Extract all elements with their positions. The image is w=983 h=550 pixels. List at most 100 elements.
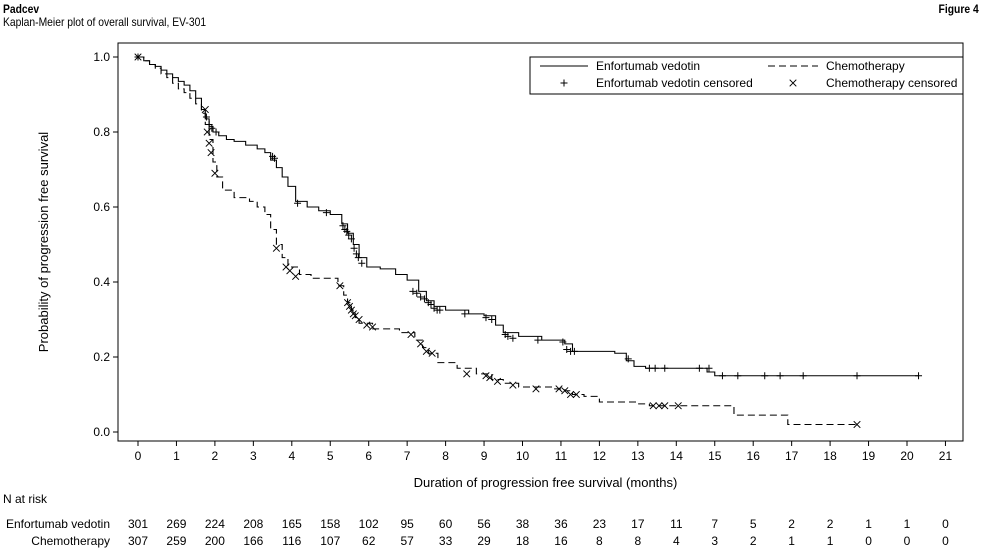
x-tick-label: 7	[404, 449, 411, 463]
censor-mark-plus	[322, 209, 330, 217]
risk-count: 8	[635, 534, 642, 548]
x-axis-label: Duration of progression free survival (m…	[414, 475, 678, 490]
risk-count: 0	[904, 534, 911, 548]
x-tick-label: 4	[288, 449, 295, 463]
censor-mark-cross	[532, 385, 540, 393]
y-tick-label: 0.2	[93, 350, 110, 364]
y-tick-label: 0.8	[93, 125, 110, 139]
censor-mark-cross	[509, 381, 517, 389]
y-tick-label: 0.6	[93, 200, 110, 214]
survival-step-line	[138, 56, 858, 426]
risk-count: 7	[711, 517, 718, 531]
risk-table-title: N at risk	[3, 492, 48, 506]
y-tick-label: 1.0	[93, 50, 110, 64]
risk-count: 102	[359, 517, 379, 531]
censor-mark-plus	[413, 289, 421, 297]
x-tick-label: 16	[747, 449, 761, 463]
x-tick-label: 6	[365, 449, 372, 463]
x-tick-label: 8	[442, 449, 449, 463]
risk-count: 0	[865, 534, 872, 548]
censor-mark-plus	[915, 372, 923, 380]
risk-count: 166	[243, 534, 263, 548]
risk-count: 224	[205, 517, 225, 531]
series-enfortumab-vedotin	[134, 53, 923, 380]
censor-mark-plus	[358, 259, 366, 267]
risk-count: 208	[243, 517, 263, 531]
figure-label: Figure 4	[938, 2, 979, 16]
censor-mark-plus	[430, 304, 438, 312]
censor-mark-plus	[570, 347, 578, 355]
censor-mark-plus	[761, 372, 769, 380]
risk-count: 301	[128, 517, 148, 531]
censor-mark-plus	[347, 235, 355, 243]
legend-item: Chemotherapy censored	[789, 76, 957, 90]
censor-mark-cross	[555, 385, 563, 393]
censor-mark-plus	[624, 355, 632, 363]
risk-count: 56	[477, 517, 491, 531]
censor-mark-plus	[212, 128, 220, 136]
x-tick-label: 1	[173, 449, 180, 463]
risk-count: 2	[750, 534, 757, 548]
censor-mark-cross	[572, 390, 580, 399]
legend-item: Enfortumab vedotin censored	[560, 76, 753, 90]
censor-mark-plus	[202, 113, 210, 121]
x-tick-label: 20	[900, 449, 914, 463]
censor-mark-plus	[354, 254, 362, 262]
x-tick-label: 11	[555, 449, 568, 463]
risk-count: 2	[827, 517, 834, 531]
censor-mark-cross	[201, 105, 209, 114]
censor-mark-plus	[345, 231, 353, 239]
x-tick-label: 19	[862, 449, 876, 463]
censor-mark-plus	[436, 306, 444, 314]
censor-mark-cross	[561, 387, 569, 395]
censor-mark-plus	[339, 222, 347, 230]
censor-mark-cross	[291, 272, 300, 281]
risk-count: 16	[554, 534, 568, 548]
x-tick-label: 5	[327, 449, 334, 463]
legend-label: Chemotherapy censored	[826, 76, 957, 90]
legend-label: Enfortumab vedotin	[596, 59, 700, 73]
censor-mark-plus	[352, 250, 360, 258]
x-tick-label: 9	[481, 449, 488, 463]
censor-mark-plus	[270, 154, 278, 162]
censor-mark-plus	[799, 372, 807, 380]
censor-mark-cross	[566, 390, 575, 399]
censor-mark-plus	[509, 334, 517, 342]
censor-mark-cross	[368, 323, 377, 331]
x-tick-label: 13	[631, 449, 645, 463]
x-tick-label: 2	[212, 449, 219, 463]
legend-cross-icon	[789, 79, 797, 87]
risk-count: 158	[320, 517, 340, 531]
risk-count: 17	[631, 517, 645, 531]
risk-count: 62	[362, 534, 376, 548]
legend-item: Enfortumab vedotin	[540, 59, 700, 73]
legend-label: Enfortumab vedotin censored	[596, 76, 753, 90]
x-tick-label: 18	[823, 449, 837, 463]
risk-count: 165	[282, 517, 302, 531]
censor-mark-cross	[674, 402, 682, 410]
x-tick-label: 10	[516, 449, 530, 463]
y-axis-label: Probability of progression free survival	[36, 132, 51, 352]
risk-count: 18	[516, 534, 530, 548]
risk-count: 60	[439, 517, 453, 531]
censor-mark-cross	[347, 306, 356, 314]
risk-count: 1	[827, 534, 834, 548]
censor-mark-plus	[343, 227, 351, 235]
risk-count: 269	[166, 517, 186, 531]
plot-frame	[117, 42, 964, 442]
censor-mark-cross	[336, 282, 344, 290]
risk-count: 11	[670, 517, 683, 531]
censor-mark-plus	[482, 314, 490, 322]
censor-mark-plus	[651, 364, 659, 372]
censor-mark-plus	[705, 364, 713, 372]
censor-mark-cross	[422, 347, 431, 356]
censor-mark-cross	[211, 169, 219, 177]
risk-count: 307	[128, 534, 148, 548]
risk-count: 38	[516, 517, 530, 531]
censor-mark-cross	[134, 53, 142, 61]
risk-count: 116	[282, 534, 301, 548]
brand-name: Padcev	[3, 2, 40, 16]
risk-count: 95	[400, 517, 414, 531]
censor-mark-plus	[504, 332, 512, 340]
